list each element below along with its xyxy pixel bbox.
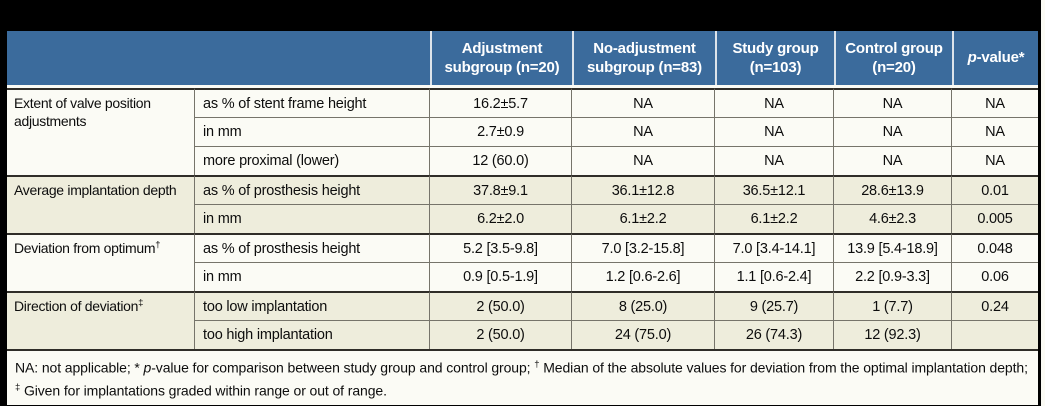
- cell-value: 36.5±12.1: [715, 175, 834, 204]
- cell-value: NA: [834, 88, 952, 117]
- row-label: as % of stent frame height: [195, 88, 430, 117]
- header-cell-no-adjustment-subgroup: No-adjustment subgroup (n=83): [572, 31, 715, 85]
- footnote-p-italic: p: [143, 359, 152, 376]
- cell-value: 36.1±12.8: [572, 175, 715, 204]
- cell-value: NA: [834, 117, 952, 146]
- p-value-italic: p: [967, 49, 977, 67]
- cell-value: 1.1 [0.6-2.4]: [715, 262, 834, 291]
- table-row: Average implantation depth as % of prost…: [7, 175, 1038, 233]
- table-row: Deviation from optimum† as % of prosthes…: [7, 233, 1038, 291]
- double-dagger-icon: ‡: [15, 381, 21, 393]
- cell-value: 12 (60.0): [430, 146, 572, 175]
- cell-value: NA: [834, 146, 952, 175]
- footnote-text: -value for comparison between study grou…: [151, 359, 535, 376]
- table-header-row: Adjustment subgroup (n=20) No-adjustment…: [7, 31, 1038, 85]
- row-label: more proximal (lower): [195, 146, 430, 175]
- cell-value: 8 (25.0): [572, 291, 715, 320]
- row-label: in mm: [195, 262, 430, 291]
- row-label: in mm: [195, 117, 430, 146]
- cell-value: 6.2±2.0: [430, 204, 572, 233]
- cell-value: NA: [572, 88, 715, 117]
- cell-value: 2.7±0.9: [430, 117, 572, 146]
- cell-value: 26 (74.3): [715, 320, 834, 349]
- dagger-icon: †: [534, 359, 540, 370]
- row-label: too low implantation: [195, 291, 430, 320]
- footnote-text: Median of the absolute values for deviat…: [539, 359, 1028, 376]
- cell-value: 16.2±5.7: [430, 88, 572, 117]
- cell-value: 0.24: [952, 291, 1038, 320]
- results-table-sheet: Adjustment subgroup (n=20) No-adjustment…: [7, 31, 1038, 406]
- footnote-text: Given for implantations graded within ra…: [20, 382, 387, 399]
- table-row: in mm 0.9 [0.5-1.9] 1.2 [0.6-2.6] 1.1 [0…: [7, 262, 1038, 291]
- group-label-direction: Direction of deviation‡: [7, 291, 195, 349]
- footnote-text: NA: not applicable; *: [15, 359, 144, 376]
- cell-value: 6.1±2.2: [572, 204, 715, 233]
- cell-value: 2 (50.0): [430, 320, 572, 349]
- header-body-gap: [7, 85, 1038, 88]
- cell-value: 6.1±2.2: [715, 204, 834, 233]
- header-cell-control-group: Control group (n=20): [834, 31, 952, 85]
- table-row: more proximal (lower) 12 (60.0) NA NA NA…: [7, 146, 1038, 175]
- page-edge-strip: [1041, 0, 1045, 406]
- cell-value: 2 (50.0): [430, 291, 572, 320]
- group-label-deviation: Deviation from optimum†: [7, 233, 195, 291]
- cell-value: 0.06: [952, 262, 1038, 291]
- table-row: too high implantation 2 (50.0) 24 (75.0)…: [7, 320, 1038, 349]
- cell-value: 28.6±13.9: [834, 175, 952, 204]
- group-label-extent: Extent of valve position adjustments: [7, 88, 195, 175]
- p-value-rest: -value*: [976, 49, 1025, 67]
- cell-value: 12 (92.3): [834, 320, 952, 349]
- cell-value: NA: [572, 146, 715, 175]
- cell-value: 0.01: [952, 175, 1038, 204]
- row-label: in mm: [195, 204, 430, 233]
- cell-value: 0.9 [0.5-1.9]: [430, 262, 572, 291]
- header-cell-study-group: Study group (n=103): [715, 31, 834, 85]
- results-table: Adjustment subgroup (n=20) No-adjustment…: [7, 31, 1038, 349]
- row-label: too high implantation: [195, 320, 430, 349]
- cell-value: 1.2 [0.6-2.6]: [572, 262, 715, 291]
- cell-value: NA: [952, 117, 1038, 146]
- table-footnote: NA: not applicable; * p-value for compar…: [7, 349, 1038, 406]
- table-row: Direction of deviation‡ too low implanta…: [7, 291, 1038, 349]
- cell-value: 24 (75.0): [572, 320, 715, 349]
- cell-value: 7.0 [3.4-14.1]: [715, 233, 834, 262]
- cell-value: 7.0 [3.2-15.8]: [572, 233, 715, 262]
- cell-value: 4.6±2.3: [834, 204, 952, 233]
- table-row: in mm 6.2±2.0 6.1±2.2 6.1±2.2 4.6±2.3 0.…: [7, 204, 1038, 233]
- row-label: as % of prosthesis height: [195, 175, 430, 204]
- cell-value: [952, 320, 1038, 349]
- cell-value: 1 (7.7): [834, 291, 952, 320]
- row-label: as % of prosthesis height: [195, 233, 430, 262]
- cell-value: NA: [715, 117, 834, 146]
- cell-value: 5.2 [3.5-9.8]: [430, 233, 572, 262]
- double-dagger-mark: ‡: [138, 297, 144, 309]
- cell-value: 0.048: [952, 233, 1038, 262]
- header-cell-empty: [7, 31, 430, 85]
- cell-value: 37.8±9.1: [430, 175, 572, 204]
- table-row: Extent of valve position adjustments as …: [7, 88, 1038, 175]
- table-row: in mm 2.7±0.9 NA NA NA NA: [7, 117, 1038, 146]
- header-cell-p-value: p-value*: [952, 31, 1038, 85]
- cell-value: 2.2 [0.9-3.3]: [834, 262, 952, 291]
- cell-value: NA: [952, 146, 1038, 175]
- cell-value: NA: [715, 146, 834, 175]
- header-cell-adjustment-subgroup: Adjustment subgroup (n=20): [430, 31, 572, 85]
- cell-value: NA: [952, 88, 1038, 117]
- cell-value: 9 (25.7): [715, 291, 834, 320]
- cell-value: NA: [572, 117, 715, 146]
- cell-value: NA: [715, 88, 834, 117]
- cell-value: 13.9 [5.4-18.9]: [834, 233, 952, 262]
- dagger-mark: †: [155, 239, 161, 251]
- cell-value: 0.005: [952, 204, 1038, 233]
- group-label-average-depth: Average implantation depth: [7, 175, 195, 233]
